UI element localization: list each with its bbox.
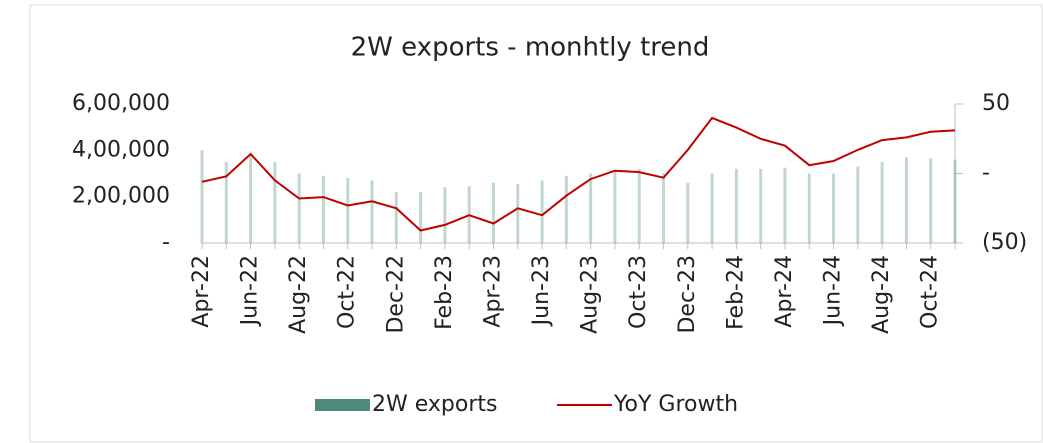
bar <box>662 173 666 243</box>
bar <box>832 173 836 243</box>
y2-tick-label: 50 <box>982 91 1010 116</box>
x-tick-label: Aug-22 <box>286 255 311 334</box>
bar <box>273 161 277 243</box>
x-tick-label: Jun-23 <box>529 255 554 327</box>
bar <box>419 192 423 243</box>
bar <box>564 175 568 243</box>
bar <box>297 173 301 243</box>
line <box>201 116 956 232</box>
x-tick-label: Dec-23 <box>675 255 700 334</box>
x-tick-label: Apr-24 <box>772 255 797 328</box>
y-tick-label: 4,00,000 <box>72 137 170 162</box>
x-tick-label: Apr-22 <box>189 255 214 328</box>
chart-frame <box>29 4 1043 443</box>
bar <box>200 150 204 243</box>
chart-title: 2W exports - monhtly trend <box>351 33 710 63</box>
bar <box>783 167 787 243</box>
bar <box>807 173 811 243</box>
bar <box>249 154 253 243</box>
x-tick-label: Aug-24 <box>869 255 894 334</box>
x-tick-label: Oct-24 <box>918 255 943 329</box>
bar <box>637 168 641 243</box>
x-tick-label: Apr-23 <box>480 255 505 328</box>
bar <box>856 166 860 243</box>
x-tick-label: Jun-24 <box>821 255 846 327</box>
bar <box>394 192 398 243</box>
bar <box>929 158 933 243</box>
x-tick-label: Dec-22 <box>383 255 408 334</box>
y2-tick-label: (50) <box>982 230 1027 255</box>
bar <box>370 180 374 243</box>
legend-label: YoY Growth <box>613 392 738 417</box>
bar <box>346 178 350 243</box>
bar <box>953 159 957 243</box>
bar <box>443 187 447 243</box>
bar <box>710 173 714 243</box>
bar <box>759 168 763 243</box>
x-tick-label: Jun-22 <box>238 255 263 327</box>
bar <box>321 175 325 243</box>
x-tick-label: Feb-24 <box>723 255 748 330</box>
bar <box>686 182 690 243</box>
legend-swatch <box>315 399 370 411</box>
y-tick-label: 2,00,000 <box>72 184 170 209</box>
x-tick-label: Aug-23 <box>578 255 603 334</box>
y-tick-label: - <box>162 230 170 255</box>
bar <box>589 173 593 243</box>
bar <box>540 180 544 243</box>
x-tick-label: Oct-23 <box>626 255 651 329</box>
y-tick-label: 6,00,000 <box>72 91 170 116</box>
bar <box>880 161 884 243</box>
bar <box>516 183 520 243</box>
legend-label: 2W exports <box>372 392 497 417</box>
bar <box>734 168 738 243</box>
bar <box>491 182 495 243</box>
x-tick-label: Feb-23 <box>432 255 457 330</box>
bar <box>224 161 228 243</box>
bar <box>904 157 908 243</box>
y2-tick-label: - <box>982 161 990 186</box>
bar <box>613 171 617 243</box>
x-tick-label: Oct-22 <box>335 255 360 329</box>
